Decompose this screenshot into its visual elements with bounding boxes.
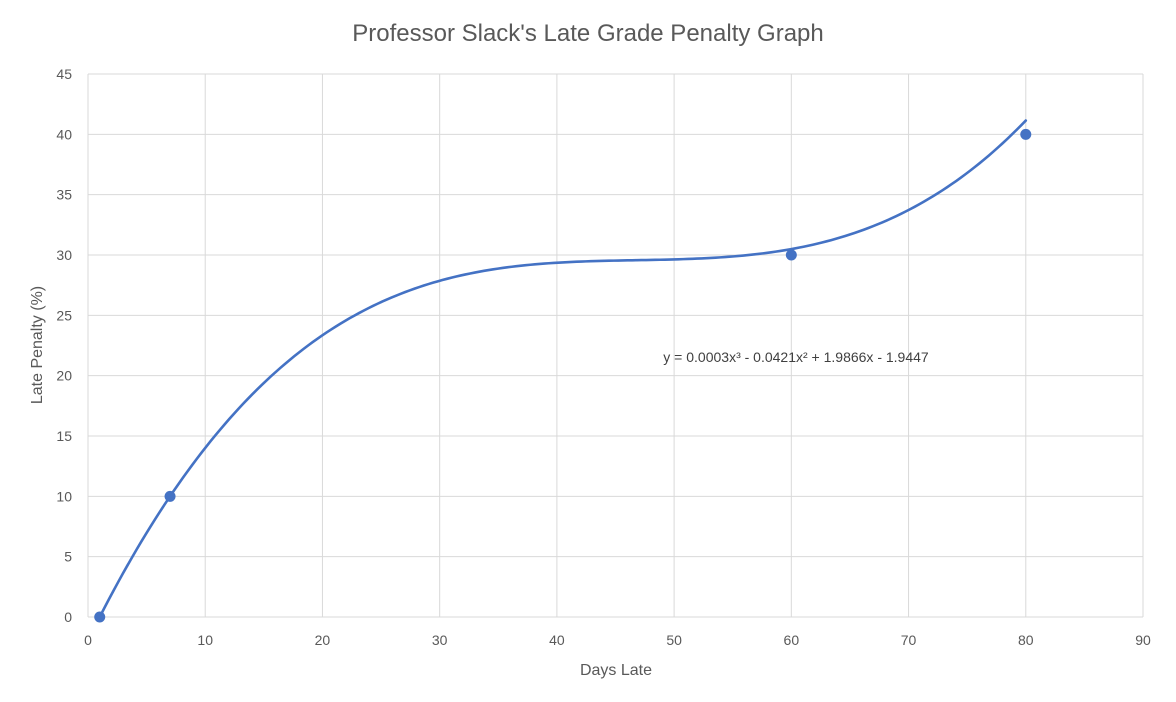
x-tick-label: 10	[197, 632, 213, 648]
y-tick-label: 30	[56, 247, 72, 263]
y-tick-label: 40	[56, 126, 72, 142]
trendline-equation: y = 0.0003x³ - 0.0421x² + 1.9866x - 1.94…	[663, 349, 929, 365]
y-tick-label: 35	[56, 187, 72, 203]
y-axis-label: Late Penalty (%)	[29, 286, 46, 404]
x-tick-label: 50	[666, 632, 682, 648]
y-tick-label: 25	[56, 307, 72, 323]
y-tick-label: 5	[64, 549, 72, 565]
trendline-curve	[98, 119, 1028, 619]
data-point	[94, 611, 106, 623]
x-tick-label: 80	[1018, 632, 1034, 648]
data-point	[164, 490, 176, 502]
x-axis-label: Days Late	[580, 662, 652, 679]
x-tick-label: 30	[432, 632, 448, 648]
x-tick-label: 70	[901, 632, 917, 648]
y-tick-label: 0	[64, 609, 72, 625]
y-tick-label: 10	[56, 488, 72, 504]
tick-labels: 0 10 20 30 40 50 60 70 80 90 0 5 10 15 20 25 30 35 40 45	[56, 66, 1151, 648]
plot-series	[94, 119, 1032, 623]
y-tick-label: 20	[56, 368, 72, 384]
x-tick-label: 60	[784, 632, 800, 648]
x-tick-label: 0	[84, 632, 92, 648]
data-point	[1020, 128, 1032, 140]
y-tick-label: 15	[56, 428, 72, 444]
x-tick-label: 40	[549, 632, 565, 648]
y-tick-label: 45	[56, 66, 72, 82]
chart-title: Professor Slack's Late Grade Penalty Gra…	[352, 20, 823, 47]
x-tick-label: 20	[315, 632, 331, 648]
data-point	[785, 249, 797, 261]
x-tick-label: 90	[1135, 632, 1151, 648]
gridlines	[87, 73, 1144, 618]
